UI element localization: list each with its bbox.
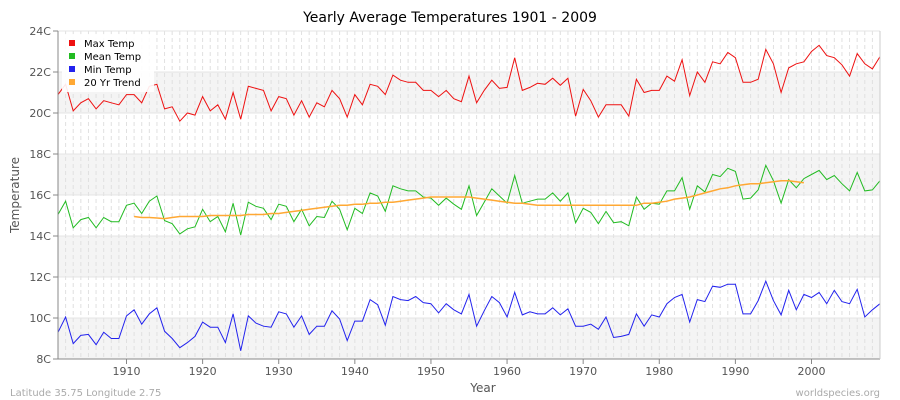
series-line-min-temp: [57, 279, 881, 351]
horizontal-gridlines: [53, 30, 880, 360]
y-tick-label: 12C: [29, 271, 51, 284]
y-tick-label: 22C: [29, 66, 51, 79]
x-tick-label: 1920: [189, 365, 217, 378]
x-tick-label: 1930: [265, 365, 293, 378]
x-tick-label: 2000: [798, 365, 826, 378]
source-label: worldspecies.org: [796, 388, 880, 399]
y-tick-label: 16C: [29, 189, 51, 202]
location-label: Latitude 35.75 Longitude 2.75: [10, 388, 161, 399]
background-band: [58, 318, 880, 359]
x-tick-label: 1980: [645, 365, 673, 378]
x-tick-label: 1990: [721, 365, 749, 378]
y-tick-label: 24C: [29, 25, 51, 38]
legend: Max Temp Mean Temp Min Temp 20 Yr Trend: [62, 34, 154, 92]
series-line-mean-temp: [57, 163, 881, 236]
legend-swatch: [69, 79, 75, 85]
y-tick-label: 14C: [29, 230, 51, 243]
background-band: [58, 72, 880, 113]
y-tick-label: 18C: [29, 148, 51, 161]
series-line-max-temp: [57, 44, 881, 123]
x-tick-label: 1950: [417, 365, 445, 378]
y-tick-label: 8C: [36, 353, 51, 366]
x-tick-label: 1910: [113, 365, 141, 378]
x-axis-label: Year: [469, 381, 495, 395]
legend-label: Max Temp: [84, 39, 135, 50]
series-line-20-yr-trend: [134, 179, 804, 220]
x-tick-labels: 1910 1920 1930 1940 1950 1960 1970 1980 1990 2000: [113, 359, 826, 378]
x-tick-label: 1940: [341, 365, 369, 378]
legend-box: [62, 34, 154, 92]
x-tick-label: 1960: [493, 365, 521, 378]
legend-swatch: [69, 53, 75, 59]
legend-swatch: [69, 66, 75, 72]
legend-label: Mean Temp: [84, 52, 141, 63]
legend-swatch: [69, 40, 75, 46]
series-lines: [57, 44, 881, 351]
legend-label: 20 Yr Trend: [84, 78, 141, 89]
x-tick-label: 1970: [569, 365, 597, 378]
y-tick-label: 10C: [29, 312, 51, 325]
y-tick-label: 20C: [29, 107, 51, 120]
chart-title: Yearly Average Temperatures 1901 - 2009: [302, 10, 597, 26]
y-tick-labels: 8C 10C 12C 14C 16C 18C 20C 22C 24C: [29, 25, 51, 366]
y-axis-label: Temperature: [8, 157, 22, 234]
legend-label: Min Temp: [84, 65, 132, 76]
